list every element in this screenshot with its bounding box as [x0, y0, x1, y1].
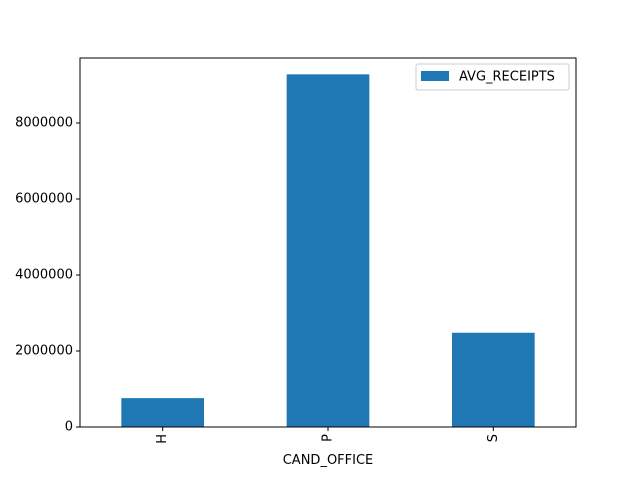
bars-layer [121, 74, 535, 428]
x-tick-label: S [486, 434, 501, 442]
y-tick-label: 4000000 [15, 267, 73, 282]
y-ticks: 0 2000000 4000000 6000000 8000000 [15, 115, 80, 435]
y-tick-label: 6000000 [15, 191, 73, 206]
bar-s [452, 332, 535, 427]
bar-h [121, 398, 204, 427]
legend-box [415, 63, 570, 91]
x-axis-label: CAND_OFFICE [283, 453, 374, 468]
legend-swatch [421, 71, 449, 81]
legend-label: AVG_RECEIPTS [459, 70, 555, 85]
x-tick-label: P [321, 434, 336, 442]
y-tick-label: 2000000 [15, 343, 73, 358]
y-tick-label: 0 [65, 420, 73, 435]
x-tick-label: H [155, 434, 170, 444]
legend: AVG_RECEIPTS [415, 63, 570, 91]
y-tick-label: 8000000 [15, 115, 73, 130]
bar-p [286, 74, 370, 428]
